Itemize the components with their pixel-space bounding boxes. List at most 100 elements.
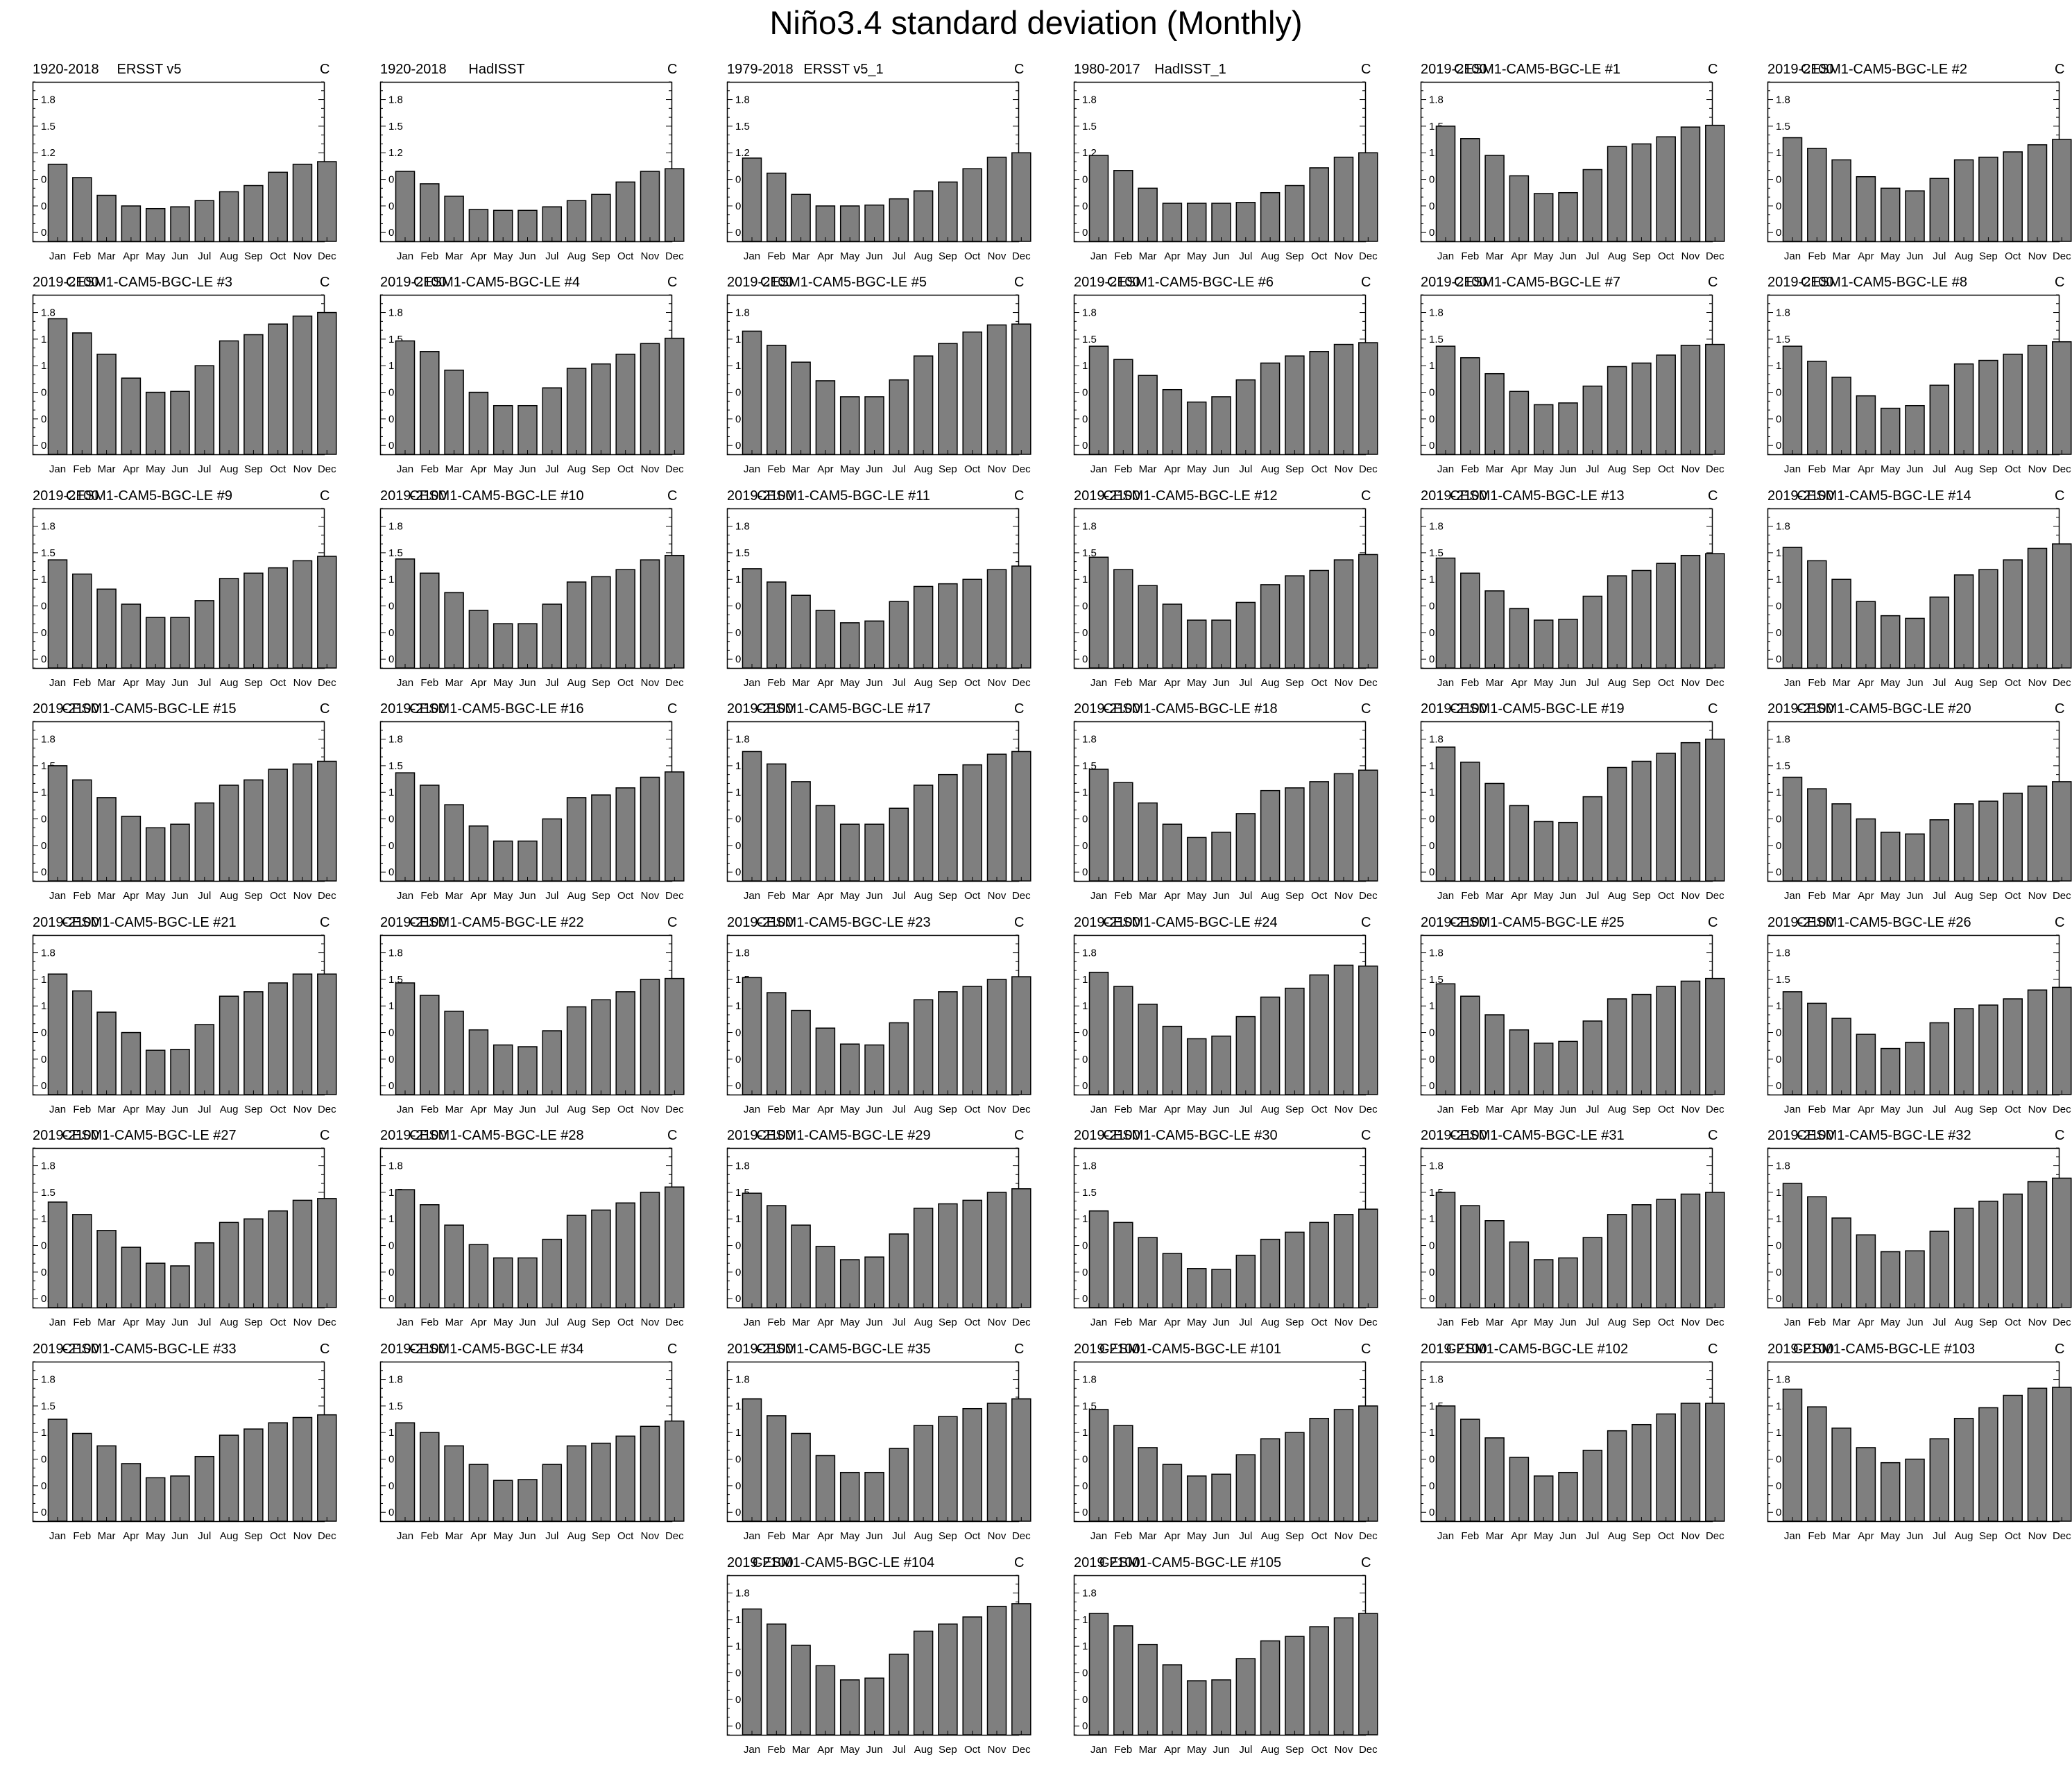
bar [815,1246,836,1308]
bar-chart: 0.30.60.91.21.51.8JanFebMarAprMayJunJulA… [1767,294,2072,475]
x-tick-label: Dec [665,1104,684,1115]
x-tick-label: Jan [397,890,413,902]
bar-chart: 0.30.60.91.21.51.8JanFebMarAprMayJunJulA… [726,508,1031,689]
x-tick-label: Nov [988,890,1007,902]
x-tick-label: Mar [445,463,463,475]
bar [1309,974,1329,1095]
bar [1632,143,1652,242]
x-tick-label: Dec [1706,463,1724,475]
x-tick-label: Aug [1261,1317,1280,1328]
bar-chart: 0.30.60.91.21.51.8JanFebMarAprMayJunJulA… [379,508,685,689]
bar [493,1480,513,1522]
y-tick-label: 1.8 [1429,734,1444,746]
x-tick-label: Feb [420,463,438,475]
x-tick-label: May [493,250,513,262]
bar [640,979,660,1095]
x-tick-label: Dec [1012,463,1031,475]
x-tick-label: Mar [98,1530,116,1542]
panel-title: CESM1-CAM5-BGC-LE #23 [756,915,931,930]
bar [1558,191,1578,242]
x-tick-label: Apr [470,677,486,689]
x-tick-label: Apr [1858,463,1874,475]
bar-chart: 0.30.60.91.21.51.8JanFebMarAprMayJunJulA… [1420,81,1725,262]
bar [1358,152,1378,242]
panel-period: 2019-2100 [33,275,99,290]
panel-period: 2019-2100 [1074,1342,1140,1357]
bar [566,581,587,669]
bar [72,573,92,669]
x-tick-label: Feb [1461,250,1479,262]
panel-title: CESM1-CAM5-BGC-LE #21 [62,915,237,930]
bar [2003,792,2023,882]
bar-chart: 0.30.60.91.21.51.8JanFebMarAprMayJunJulA… [379,81,685,262]
x-tick-label: Feb [73,890,91,902]
x-tick-label: Aug [914,250,933,262]
panel-period: 1920-2018 [380,62,447,77]
bar-chart: 0.30.60.91.21.51.8JanFebMarAprMayJunJulA… [1767,1147,2072,1328]
bar [864,823,884,882]
x-tick-label: Feb [1461,1104,1479,1115]
bar [170,823,190,882]
x-tick-label: Nov [293,1104,312,1115]
x-tick-label: Jan [1090,463,1107,475]
x-tick-label: Nov [1335,1104,1353,1115]
x-tick-label: Apr [1164,890,1180,902]
x-tick-label: Mar [1486,677,1504,689]
bar [96,1011,117,1095]
bar [2003,1394,2023,1522]
x-tick-label: Nov [293,463,312,475]
x-tick-label: Nov [988,463,1007,475]
x-tick-label: Nov [2028,890,2047,902]
x-tick-label: Aug [1955,677,1973,689]
bar [1680,345,1701,455]
x-tick-label: Oct [1311,890,1328,902]
bar [742,1398,762,1522]
x-tick-label: Mar [1833,1530,1851,1542]
x-tick-label: Apr [1164,250,1180,262]
panel-period: 2019-2100 [1421,62,1487,77]
x-tick-label: Oct [2005,677,2021,689]
x-tick-label: Jun [519,1317,536,1328]
panel-units: C [1361,1128,1371,1143]
bar [815,1027,836,1095]
bar [962,168,982,242]
bar [1235,1454,1256,1522]
bar [96,1230,117,1308]
panel-period: 2019-2100 [1421,915,1487,930]
y-tick-label: 1.8 [1082,1374,1097,1386]
x-tick-label: Jun [519,250,536,262]
y-tick-label: 1.5 [735,121,750,132]
x-tick-label: Sep [592,250,610,262]
x-tick-label: Aug [220,250,239,262]
x-tick-label: Oct [2005,250,2021,262]
bar [2052,543,2072,669]
x-tick-label: Jun [866,677,882,689]
x-tick-label: Dec [665,1317,684,1328]
y-tick-label: 1.8 [735,1588,750,1600]
bar-chart: 0.30.60.91.21.51.8JanFebMarAprMayJunJulA… [1073,721,1378,902]
x-tick-label: Feb [1808,1104,1826,1115]
bar [1235,202,1256,242]
chart-panel: 1980-2017HadISST_1C0.30.60.91.21.51.8Jan… [1072,61,1378,262]
bar [864,1044,884,1095]
bar [1309,167,1329,242]
bar [1186,837,1207,882]
x-tick-label: Jul [1933,463,1946,475]
bar [1484,1437,1505,1522]
x-tick-label: Dec [318,1530,336,1542]
bar [1162,1253,1183,1308]
x-tick-label: Mar [1139,1317,1157,1328]
bar [1211,1035,1231,1095]
x-tick-label: Jul [1239,1104,1252,1115]
x-tick-label: Jan [744,1104,760,1115]
bar [938,343,958,455]
bar [1656,136,1676,242]
x-tick-label: Jul [1239,1744,1252,1756]
bar [2027,547,2048,669]
x-tick-label: Apr [817,1530,833,1542]
panel-title: CESM1-CAM5-BGC-LE #6 [1106,275,1274,290]
